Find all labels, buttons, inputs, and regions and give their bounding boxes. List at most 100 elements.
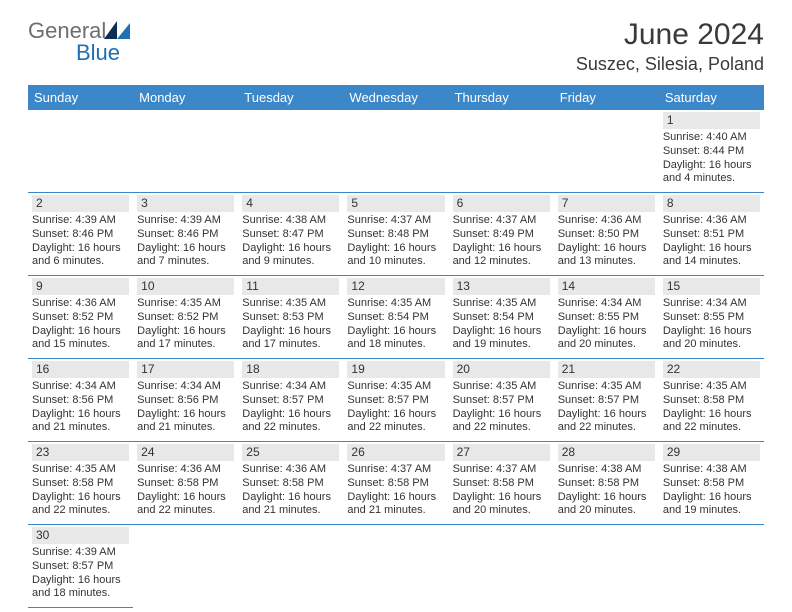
day-number: 27	[453, 444, 550, 461]
sunrise-line: Sunrise: 4:36 AM	[242, 463, 339, 477]
day-number: 25	[242, 444, 339, 461]
calendar-cell: 1Sunrise: 4:40 AMSunset: 8:44 PMDaylight…	[659, 110, 764, 193]
sunrise-line: Sunrise: 4:38 AM	[242, 214, 339, 228]
day-detail: Sunrise: 4:36 AMSunset: 8:58 PMDaylight:…	[242, 463, 339, 518]
day-detail: Sunrise: 4:35 AMSunset: 8:53 PMDaylight:…	[242, 297, 339, 352]
daylight-line: Daylight: 16 hours and 18 minutes.	[347, 325, 444, 353]
day-detail: Sunrise: 4:38 AMSunset: 8:58 PMDaylight:…	[663, 463, 760, 518]
daylight-line: Daylight: 16 hours and 15 minutes.	[32, 325, 129, 353]
calendar-cell: 10 Sunrise: 4:35 AMSunset: 8:52 PMDayligh…	[133, 276, 238, 359]
calendar-cell	[449, 110, 554, 193]
calendar-cell: 22Sunrise: 4:35 AMSunset: 8:58 PMDayligh…	[659, 359, 764, 442]
day-detail: Sunrise: 4:39 AMSunset: 8:46 PMDaylight:…	[137, 214, 234, 269]
sunrise-line: Sunrise: 4:36 AM	[32, 297, 129, 311]
day-number: 8	[663, 195, 760, 212]
sunset-line: Sunset: 8:57 PM	[347, 394, 444, 408]
calendar-cell: 25 Sunrise: 4:36 AMSunset: 8:58 PMDayligh…	[238, 442, 343, 525]
day-detail: Sunrise: 4:34 AMSunset: 8:57 PMDaylight:…	[242, 380, 339, 435]
sunset-line: Sunset: 8:56 PM	[32, 394, 129, 408]
day-number: 3	[137, 195, 234, 212]
sunrise-line: Sunrise: 4:36 AM	[137, 463, 234, 477]
daylight-line: Daylight: 16 hours and 10 minutes.	[347, 242, 444, 270]
daylight-line: Daylight: 16 hours and 20 minutes.	[558, 491, 655, 519]
calendar-cell	[343, 110, 448, 193]
daylight-line: Daylight: 16 hours and 22 minutes.	[137, 491, 234, 519]
sunrise-line: Sunrise: 4:37 AM	[453, 463, 550, 477]
sunrise-line: Sunrise: 4:37 AM	[347, 463, 444, 477]
sunrise-line: Sunrise: 4:35 AM	[347, 380, 444, 394]
brand-logo: GeneralBlue	[28, 18, 130, 64]
sunset-line: Sunset: 8:58 PM	[32, 477, 129, 491]
day-number: 4	[242, 195, 339, 212]
daylight-line: Daylight: 16 hours and 12 minutes.	[453, 242, 550, 270]
sunset-line: Sunset: 8:48 PM	[347, 228, 444, 242]
day-number: 22	[663, 361, 760, 378]
sunset-line: Sunset: 8:58 PM	[558, 477, 655, 491]
sunset-line: Sunset: 8:57 PM	[558, 394, 655, 408]
calendar-cell: 14 Sunrise: 4:34 AMSunset: 8:55 PMDayligh…	[554, 276, 659, 359]
calendar-cell	[238, 110, 343, 193]
day-number: 30	[32, 527, 129, 544]
sunset-line: Sunset: 8:58 PM	[663, 477, 760, 491]
day-detail: Sunrise: 4:34 AMSunset: 8:56 PMDaylight:…	[32, 380, 129, 435]
sunset-line: Sunset: 8:46 PM	[32, 228, 129, 242]
daylight-line: Daylight: 16 hours and 22 minutes.	[453, 408, 550, 436]
day-detail: Sunrise: 4:36 AMSunset: 8:50 PMDaylight:…	[558, 214, 655, 269]
sunset-line: Sunset: 8:57 PM	[242, 394, 339, 408]
day-number: 17	[137, 361, 234, 378]
daylight-line: Daylight: 16 hours and 18 minutes.	[32, 574, 129, 602]
sunset-line: Sunset: 8:58 PM	[242, 477, 339, 491]
calendar-cell	[554, 525, 659, 608]
sunrise-line: Sunrise: 4:35 AM	[242, 297, 339, 311]
day-number: 12	[347, 278, 444, 295]
day-detail: Sunrise: 4:36 AMSunset: 8:51 PMDaylight:…	[663, 214, 760, 269]
sunrise-line: Sunrise: 4:34 AM	[137, 380, 234, 394]
sunset-line: Sunset: 8:52 PM	[137, 311, 234, 325]
sunset-line: Sunset: 8:44 PM	[663, 145, 760, 159]
daylight-line: Daylight: 16 hours and 14 minutes.	[663, 242, 760, 270]
day-detail: Sunrise: 4:39 AMSunset: 8:57 PMDaylight:…	[32, 546, 129, 601]
brand-mark-icon	[104, 19, 130, 44]
day-header: Friday	[554, 85, 659, 110]
day-detail: Sunrise: 4:35 AMSunset: 8:57 PMDaylight:…	[347, 380, 444, 435]
sunset-line: Sunset: 8:58 PM	[663, 394, 760, 408]
day-number: 14	[558, 278, 655, 295]
daylight-line: Daylight: 16 hours and 19 minutes.	[453, 325, 550, 353]
day-detail: Sunrise: 4:35 AMSunset: 8:54 PMDaylight:…	[453, 297, 550, 352]
sunrise-line: Sunrise: 4:35 AM	[453, 380, 550, 394]
sunset-line: Sunset: 8:54 PM	[453, 311, 550, 325]
calendar-cell: 6Sunrise: 4:37 AMSunset: 8:49 PMDaylight…	[449, 193, 554, 276]
sunrise-line: Sunrise: 4:40 AM	[663, 131, 760, 145]
day-number: 10	[137, 278, 234, 295]
day-detail: Sunrise: 4:38 AMSunset: 8:47 PMDaylight:…	[242, 214, 339, 269]
title-block: June 2024 Suszec, Silesia, Poland	[576, 18, 764, 75]
day-detail: Sunrise: 4:34 AMSunset: 8:55 PMDaylight:…	[558, 297, 655, 352]
calendar-cell	[133, 110, 238, 193]
daylight-line: Daylight: 16 hours and 21 minutes.	[32, 408, 129, 436]
calendar-cell: 18 Sunrise: 4:34 AMSunset: 8:57 PMDayligh…	[238, 359, 343, 442]
calendar-cell: 17Sunrise: 4:34 AMSunset: 8:56 PMDayligh…	[133, 359, 238, 442]
day-number: 19	[347, 361, 444, 378]
day-number: 28	[558, 444, 655, 461]
calendar-cell	[238, 525, 343, 608]
calendar-body: 1Sunrise: 4:40 AMSunset: 8:44 PMDaylight…	[28, 110, 764, 608]
day-number: 26	[347, 444, 444, 461]
daylight-line: Daylight: 16 hours and 9 minutes.	[242, 242, 339, 270]
calendar-cell: 5Sunrise: 4:37 AMSunset: 8:48 PMDaylight…	[343, 193, 448, 276]
day-header: Monday	[133, 85, 238, 110]
calendar-cell	[554, 110, 659, 193]
sunrise-line: Sunrise: 4:35 AM	[32, 463, 129, 477]
calendar-cell	[449, 525, 554, 608]
calendar-cell: 26Sunrise: 4:37 AMSunset: 8:58 PMDayligh…	[343, 442, 448, 525]
day-detail: Sunrise: 4:37 AMSunset: 8:58 PMDaylight:…	[453, 463, 550, 518]
day-detail: Sunrise: 4:35 AMSunset: 8:52 PMDaylight:…	[137, 297, 234, 352]
day-number: 7	[558, 195, 655, 212]
sunrise-line: Sunrise: 4:34 AM	[558, 297, 655, 311]
day-number: 18	[242, 361, 339, 378]
daylight-line: Daylight: 16 hours and 19 minutes.	[663, 491, 760, 519]
sunset-line: Sunset: 8:57 PM	[453, 394, 550, 408]
day-detail: Sunrise: 4:39 AMSunset: 8:46 PMDaylight:…	[32, 214, 129, 269]
sunset-line: Sunset: 8:54 PM	[347, 311, 444, 325]
sunrise-line: Sunrise: 4:36 AM	[558, 214, 655, 228]
calendar-cell: 4 Sunrise: 4:38 AMSunset: 8:47 PMDaylight…	[238, 193, 343, 276]
